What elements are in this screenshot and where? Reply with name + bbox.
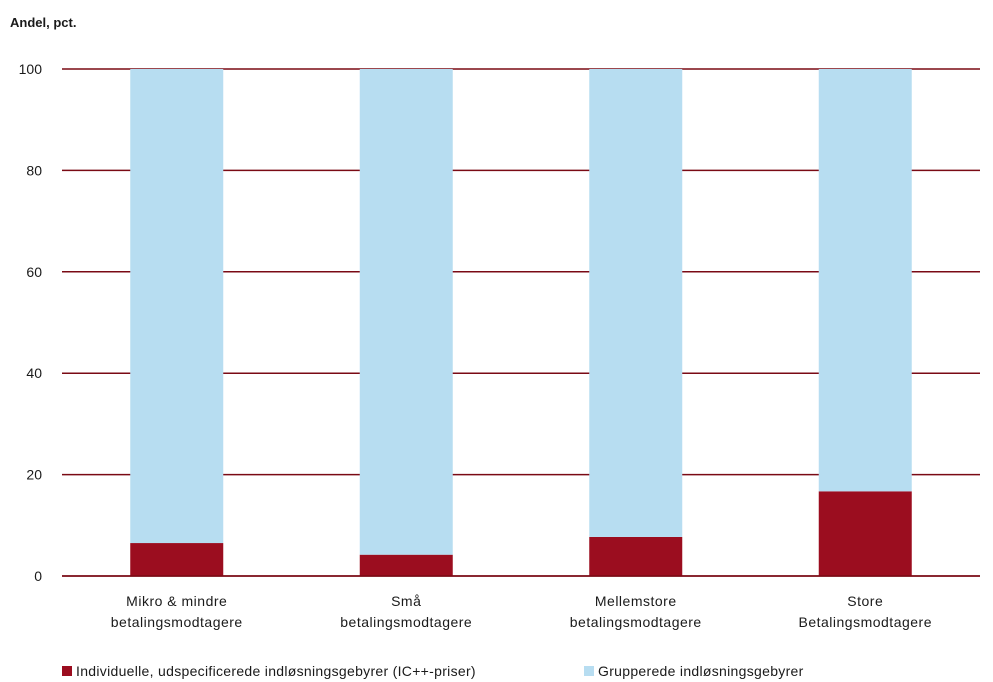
bar-segment-grouped: [130, 69, 223, 543]
bar-segment-grouped: [819, 69, 912, 491]
bar-segment-individual: [819, 491, 912, 576]
y-tick-label: 60: [26, 264, 42, 280]
x-category-label-line: Mikro & mindre: [126, 593, 227, 609]
x-category-label-line: Mellemstore: [595, 593, 677, 609]
x-category-label: Mellemstore betalingsmodtagere: [570, 593, 702, 630]
y-tick-label: 40: [26, 365, 42, 381]
x-category-label-line: Små: [391, 593, 421, 609]
x-category-label: Mikro & mindre betalingsmodtagere: [111, 593, 243, 630]
bar-segment-individual: [130, 543, 223, 576]
legend-swatch: [584, 666, 594, 676]
legend-label: Grupperede indløsningsgebyrer: [598, 663, 804, 679]
legend: Individuelle, udspecificerede indløsning…: [62, 663, 804, 679]
bar-segment-grouped: [360, 69, 453, 555]
bars: [62, 69, 980, 576]
x-category-label-line: Betalingsmodtagere: [798, 614, 932, 630]
x-category-label: Store Betalingsmodtagere: [798, 593, 932, 630]
x-category-label-line: betalingsmodtagere: [570, 614, 702, 630]
x-category-label: Små betalingsmodtagere: [340, 593, 472, 630]
x-category-label-line: betalingsmodtagere: [111, 614, 243, 630]
bar-segment-individual: [360, 555, 453, 576]
x-category-label-line: betalingsmodtagere: [340, 614, 472, 630]
y-tick-label: 80: [26, 162, 42, 178]
x-category-labels: Mikro & mindre betalingsmodtagere Små betal…: [111, 593, 932, 630]
legend-swatch: [62, 666, 72, 676]
x-category-label-line: Store: [847, 593, 883, 609]
bar-segment-grouped: [589, 69, 682, 537]
bar-segment-individual: [589, 537, 682, 576]
y-axis-title: Andel, pct.: [10, 15, 76, 30]
y-tick-label: 0: [34, 568, 42, 584]
y-tick-label: 20: [26, 467, 42, 483]
y-tick-labels: 0 20 40 60 80 100: [19, 61, 43, 584]
legend-label: Individuelle, udspecificerede indløsning…: [76, 663, 476, 679]
y-tick-label: 100: [19, 61, 43, 77]
